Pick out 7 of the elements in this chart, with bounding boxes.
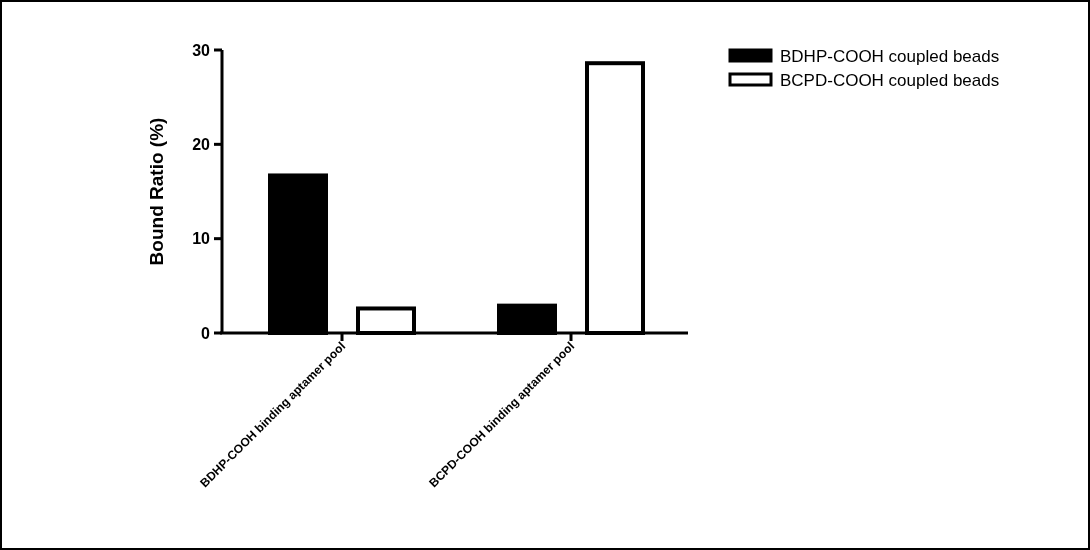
y-tick-label: 10 bbox=[192, 230, 211, 248]
y-tick-label: 20 bbox=[192, 135, 211, 153]
legend-label: BCPD-COOH coupled beads bbox=[780, 70, 1000, 90]
y-tick-label: 0 bbox=[201, 324, 211, 342]
y-tick-label: 30 bbox=[192, 41, 211, 59]
legend-label: BDHP-COOH coupled beads bbox=[780, 46, 1000, 66]
y-axis-title: Bound Ratio (%) bbox=[146, 117, 167, 266]
